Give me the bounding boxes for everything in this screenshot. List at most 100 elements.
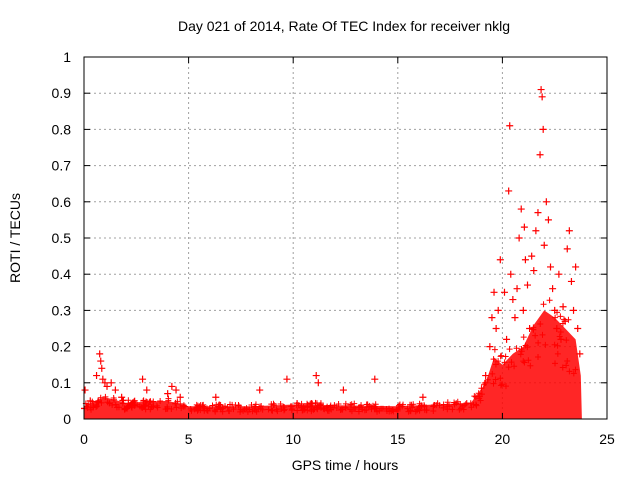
dense-baseline-band bbox=[81, 297, 582, 419]
band-point bbox=[225, 407, 232, 414]
y-tick-label: 0.6 bbox=[52, 194, 72, 210]
data-point bbox=[528, 252, 536, 260]
data-point bbox=[81, 386, 89, 394]
data-point bbox=[93, 372, 101, 380]
band-point bbox=[335, 401, 342, 408]
data-point bbox=[492, 325, 500, 332]
band-point bbox=[394, 407, 401, 414]
band-point bbox=[308, 406, 315, 413]
band-point bbox=[204, 407, 211, 414]
band-point bbox=[484, 376, 491, 383]
band-point bbox=[253, 408, 260, 415]
band-point bbox=[570, 370, 577, 377]
band-point bbox=[532, 332, 539, 339]
data-point bbox=[505, 187, 513, 195]
band-point bbox=[557, 313, 564, 320]
band-point bbox=[502, 383, 509, 390]
x-tick-label: 5 bbox=[185, 431, 193, 447]
band-point bbox=[102, 393, 109, 400]
band-point bbox=[83, 403, 90, 410]
band-point bbox=[288, 407, 295, 414]
band-point bbox=[174, 398, 181, 405]
band-point bbox=[471, 393, 478, 400]
band-point bbox=[444, 399, 451, 406]
data-point bbox=[111, 386, 119, 394]
band-point bbox=[492, 376, 499, 383]
band-point bbox=[342, 400, 349, 407]
band-point bbox=[566, 368, 573, 375]
band-point bbox=[492, 361, 499, 368]
band-point bbox=[551, 341, 558, 348]
data-point bbox=[576, 350, 584, 358]
band-point bbox=[505, 364, 512, 371]
band-point bbox=[564, 357, 571, 364]
band-point bbox=[140, 397, 147, 404]
data-point bbox=[488, 314, 496, 322]
band-point bbox=[240, 407, 247, 414]
band-point bbox=[131, 397, 138, 404]
data-point bbox=[537, 86, 545, 94]
band-point bbox=[193, 405, 200, 412]
data-point bbox=[139, 375, 147, 383]
band-point bbox=[407, 408, 414, 415]
data-point bbox=[555, 270, 563, 278]
x-tick-label: 20 bbox=[495, 431, 511, 447]
band-point bbox=[265, 406, 272, 413]
band-point bbox=[110, 394, 117, 401]
band-point bbox=[324, 407, 331, 414]
data-point bbox=[572, 263, 580, 271]
band-point bbox=[93, 401, 100, 408]
data-point bbox=[168, 382, 176, 390]
data-point bbox=[212, 393, 220, 401]
y-tick-label: 1 bbox=[63, 49, 71, 65]
band-point bbox=[337, 406, 344, 413]
x-tick-label: 10 bbox=[285, 431, 301, 447]
data-point bbox=[103, 382, 111, 390]
band-point bbox=[249, 408, 256, 415]
band-point bbox=[368, 406, 375, 413]
band-point bbox=[300, 406, 307, 413]
band-point bbox=[539, 331, 546, 338]
band-point bbox=[449, 406, 456, 413]
data-point bbox=[511, 314, 519, 322]
data-point bbox=[164, 390, 172, 398]
band-point bbox=[348, 408, 355, 415]
band-point bbox=[388, 407, 395, 414]
y-tick-label: 0.7 bbox=[52, 158, 72, 174]
data-points bbox=[81, 86, 584, 405]
band-point bbox=[314, 405, 321, 412]
band-point bbox=[308, 400, 315, 407]
band-point bbox=[352, 405, 359, 412]
band-point bbox=[489, 370, 496, 377]
band-point bbox=[317, 402, 324, 409]
band-point bbox=[395, 402, 402, 409]
band-point bbox=[412, 408, 419, 415]
band-point bbox=[454, 398, 461, 405]
band-point bbox=[557, 328, 564, 335]
band-point bbox=[423, 407, 430, 414]
band-point bbox=[246, 406, 253, 413]
data-point bbox=[86, 397, 94, 405]
data-point bbox=[534, 209, 542, 217]
band-point bbox=[506, 346, 513, 353]
band-point bbox=[278, 406, 285, 413]
band-point bbox=[511, 363, 518, 370]
y-tick-label: 0.9 bbox=[52, 85, 72, 101]
band-point bbox=[546, 297, 553, 304]
data-point bbox=[503, 335, 511, 343]
band-point bbox=[145, 403, 152, 410]
data-point bbox=[98, 364, 106, 372]
band-point bbox=[480, 381, 487, 388]
band-point bbox=[400, 401, 407, 408]
band-point bbox=[294, 407, 301, 414]
data-point bbox=[101, 379, 109, 387]
y-tick-label: 0.8 bbox=[52, 121, 72, 137]
band-point bbox=[521, 359, 528, 366]
data-point bbox=[143, 386, 151, 394]
band-point bbox=[433, 402, 440, 409]
x-tick-label: 0 bbox=[80, 431, 88, 447]
band-point bbox=[451, 399, 458, 406]
band-point bbox=[224, 404, 231, 411]
band-point bbox=[490, 380, 497, 387]
band-point bbox=[563, 362, 570, 369]
